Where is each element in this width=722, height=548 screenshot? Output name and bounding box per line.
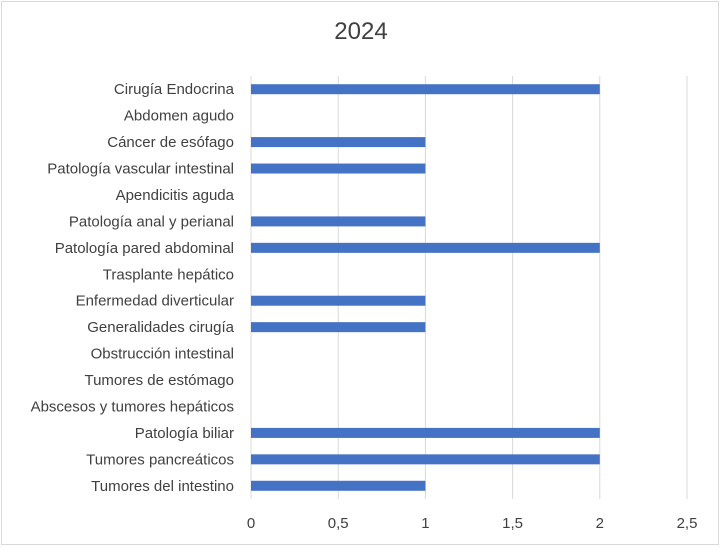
category-label: Patología vascular intestinal [47,161,234,178]
x-tick-label: 2 [596,515,604,532]
category-label: Tumores de estómago [84,372,234,389]
category-label: Patología pared abdominal [55,240,234,257]
category-label: Abscesos y tumores hepáticos [31,398,234,415]
category-label: Abdomen agudo [124,108,234,125]
bar [251,295,426,306]
category-label: Obstrucción intestinal [91,346,234,363]
bar [251,216,426,227]
category-label: Apendicitis aguda [116,187,235,204]
x-tick-label: 1,5 [502,515,523,532]
bar [251,427,600,438]
category-label: Cáncer de esófago [107,134,234,151]
x-tick-label: 0,5 [328,515,349,532]
bar [251,163,426,174]
bar [251,84,600,95]
bar [251,322,426,333]
category-labels: Cirugía Endocrina Abdomen agudo Cáncer de … [31,81,235,495]
x-tick-labels: 0 0,5 1 1,5 2 2,5 [247,515,698,532]
category-label: Patología biliar [135,425,234,442]
category-label: Cirugía Endocrina [114,81,235,98]
bar [251,137,426,148]
x-tick-label: 2,5 [677,515,698,532]
bar [251,242,600,253]
category-label: Enfermedad diverticular [76,293,234,310]
x-tick-label: 1 [421,515,429,532]
x-tick-label: 0 [247,515,255,532]
category-label: Tumores pancreáticos [86,451,234,468]
category-label: Generalidades cirugía [87,319,234,336]
category-label: Patología anal y perianal [69,213,234,230]
bars [251,84,600,491]
category-label: Tumores del intestino [91,478,234,495]
bar [251,454,600,465]
category-label: Trasplante hepático [103,266,234,283]
bar [251,480,426,491]
chart-title: 2024 [334,18,388,45]
